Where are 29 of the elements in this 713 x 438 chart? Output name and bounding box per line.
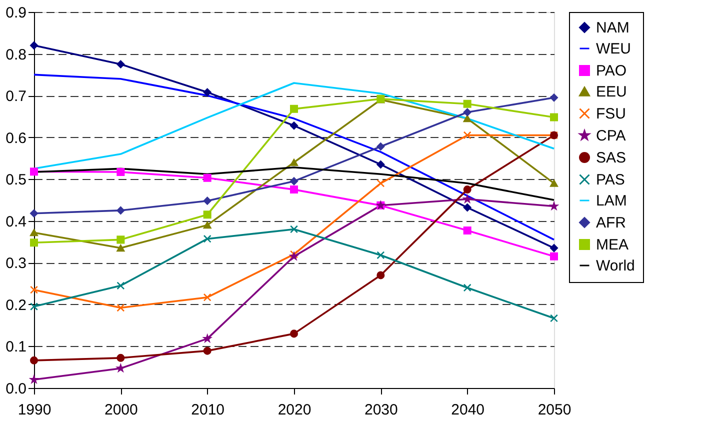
y-tick-label: 0.7 [6, 88, 26, 106]
legend-label: SAS [596, 150, 626, 166]
x-tick-label: 2020 [278, 402, 312, 418]
y-tick-label: 0.2 [6, 296, 26, 314]
legend-label: EEU [596, 84, 627, 100]
legend-label: MEA [596, 236, 629, 254]
y-tick-label: 0.1 [6, 338, 26, 356]
legend-label: NAM [596, 20, 630, 36]
legend-label: PAS [596, 172, 625, 188]
legend-label: World [596, 258, 635, 274]
legend-label: LAM [596, 192, 627, 210]
legend-label: FSU [596, 106, 626, 122]
legend-label: CPA [596, 128, 626, 144]
y-tick-label: 0.9 [6, 4, 26, 22]
y-tick-label: 0.4 [6, 213, 26, 230]
x-tick-label: 2050 [538, 402, 572, 418]
y-tick-label: 0.5 [6, 172, 26, 189]
x-tick-label: 2030 [364, 402, 398, 418]
x-tick-label: 2040 [451, 402, 485, 418]
x-tick-label: 2000 [104, 402, 138, 418]
legend-label: PAO [596, 62, 627, 80]
y-tick-label: 0.6 [6, 130, 26, 147]
legend-label: WEU [596, 40, 631, 58]
x-tick-label: 1990 [18, 402, 52, 418]
y-tick-label: 0.3 [6, 255, 26, 272]
y-tick-label: 0.8 [6, 46, 26, 64]
legend-label: AFR [596, 214, 626, 232]
x-tick-label: 2010 [191, 402, 225, 418]
y-tick-label: 0.0 [6, 380, 26, 398]
